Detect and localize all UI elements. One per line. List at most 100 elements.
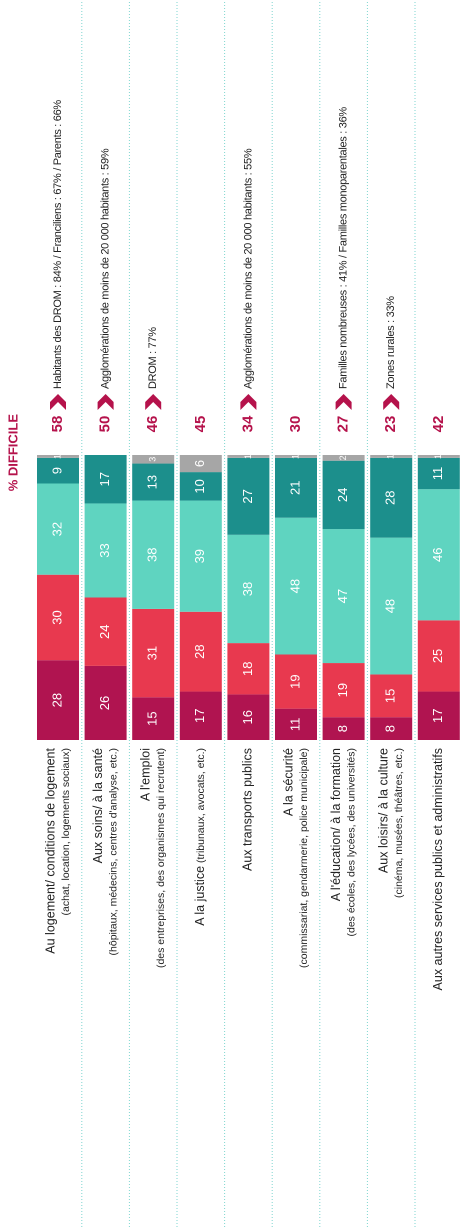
chevron	[97, 394, 114, 410]
segment-label: 28	[192, 644, 207, 658]
difficile-value: 34	[239, 415, 256, 432]
segment-label: 24	[335, 488, 350, 502]
chevron	[240, 394, 257, 410]
segment-label: 19	[287, 674, 302, 688]
segment-label: 11	[430, 467, 445, 481]
bar-segment	[322, 717, 365, 740]
note: Zones rurales : 33%	[385, 296, 397, 389]
bar-segment	[37, 457, 79, 484]
bar-segment	[417, 620, 460, 692]
bar-segment	[37, 574, 79, 661]
bar-segment	[179, 611, 222, 692]
category-detail: (achat, location, logements sociaux)	[60, 748, 72, 916]
bar-segment	[37, 660, 79, 740]
bar-segment	[132, 500, 175, 609]
bar-segment	[417, 454, 460, 458]
note: Familles nombreuses : 41% / Familles mon…	[338, 107, 350, 389]
note: Agglomérations de moins de 20 000 habita…	[100, 148, 112, 389]
note: Agglomérations de moins de 20 000 habita…	[242, 148, 254, 389]
bar-segment	[417, 457, 460, 490]
bar-segment	[275, 708, 317, 740]
segment-label: 3	[148, 457, 158, 462]
bar-segment	[370, 454, 413, 458]
segment-label: 38	[240, 582, 255, 596]
bar-segment	[84, 597, 127, 666]
segment-label: 25	[430, 649, 445, 663]
bar-segment	[37, 454, 79, 458]
segment-label: 2	[338, 455, 348, 460]
category-label: A l'éducation/ à la formation	[329, 748, 343, 901]
bar-segment	[322, 663, 365, 718]
segment-label: 31	[145, 646, 160, 660]
difficile-value: 42	[430, 416, 447, 433]
segment-label: 47	[335, 589, 350, 603]
bar-segment	[275, 517, 317, 655]
chevron	[50, 394, 66, 410]
bar-segment	[322, 455, 365, 461]
category-label: Aux soins/ à la santé	[91, 748, 105, 863]
bar-segment	[370, 717, 413, 740]
bar-segment	[417, 691, 460, 740]
chart-title: % DIFFICILE	[5, 414, 20, 492]
chevron	[145, 394, 162, 410]
bar-segment	[370, 674, 413, 718]
segment-label: 11	[287, 718, 302, 732]
bar-segment	[227, 457, 270, 535]
note: DROM : 77%	[147, 327, 159, 389]
bar-segment	[84, 665, 127, 740]
bar-segment	[275, 454, 317, 458]
category-label: A la justice (tribunaux, avocats, etc.)	[193, 748, 207, 926]
bar-segment	[84, 455, 127, 504]
segment-label: 48	[383, 599, 398, 613]
segment-label: 1	[243, 454, 253, 459]
bar-segment	[179, 500, 222, 612]
segment-label: 15	[383, 689, 398, 703]
segment-label: 32	[49, 522, 64, 536]
bar-segment	[370, 537, 413, 675]
segment-label: 16	[240, 710, 255, 724]
bar-segment	[227, 643, 270, 695]
category-detail: (hôpitaux, médecins, centres d'analyse, …	[107, 748, 119, 955]
difficile-value: 45	[192, 416, 209, 433]
category-detail: (tribunaux, avocats, etc.)	[195, 748, 207, 863]
category-detail: (des entreprises, des organismes qui rec…	[155, 748, 167, 968]
bar-segment	[179, 472, 222, 501]
segment-label: 27	[240, 489, 255, 503]
segment-label: 19	[335, 683, 350, 697]
segment-label: 33	[97, 543, 112, 557]
segment-label: 26	[97, 696, 112, 710]
note: Habitants des DROM : 84% / Franciliens :…	[52, 100, 64, 389]
bar-segment	[179, 691, 222, 740]
chevron	[335, 394, 352, 410]
segment-label: 17	[97, 472, 112, 486]
difficile-value: 23	[382, 416, 399, 433]
category-label: Aux autres services publics et administr…	[431, 748, 445, 990]
difficile-value: 30	[287, 416, 304, 433]
bar-segment	[179, 454, 222, 473]
bar-segment	[132, 697, 175, 740]
segment-label: 6	[192, 460, 207, 467]
bar-segment	[370, 457, 413, 538]
segment-label: 15	[145, 711, 160, 725]
bar-segment	[227, 694, 270, 740]
bar-segment	[322, 529, 365, 664]
segment-label: 10	[192, 479, 207, 493]
difficile-value: 46	[144, 416, 161, 433]
category-detail: (commissariat, gendarmerie, police munic…	[298, 748, 310, 968]
bar-segment	[84, 503, 127, 598]
category-main: A la justice	[193, 866, 207, 926]
segment-label: 24	[97, 624, 112, 638]
segment-label: 17	[430, 709, 445, 723]
segment-label: 28	[383, 491, 398, 505]
segment-label: 1	[52, 454, 62, 459]
category-label: Aux loisirs/ à la culture	[376, 748, 390, 873]
bar-segment	[322, 460, 365, 530]
category-label: A l'emploi	[138, 748, 152, 801]
bar-segment	[275, 654, 317, 709]
bar-segment	[227, 454, 270, 458]
bar-segment	[275, 457, 317, 518]
segment-label: 18	[240, 662, 255, 676]
bar-segment	[37, 483, 79, 575]
